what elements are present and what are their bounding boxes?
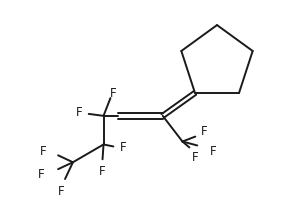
Text: F: F (192, 151, 199, 164)
Text: F: F (38, 168, 45, 181)
Text: F: F (58, 185, 64, 198)
Text: F: F (210, 145, 216, 158)
Text: F: F (40, 145, 47, 158)
Text: F: F (99, 165, 106, 178)
Text: F: F (110, 87, 117, 100)
Text: F: F (120, 141, 127, 154)
Text: F: F (76, 106, 82, 119)
Text: F: F (201, 125, 207, 138)
